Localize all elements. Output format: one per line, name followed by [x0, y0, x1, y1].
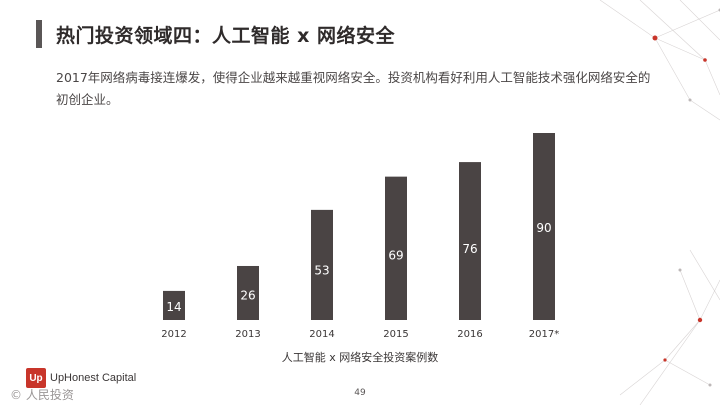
x-tick-label: 2013	[235, 329, 260, 340]
bar-value-label: 14	[166, 300, 181, 314]
bar-2017	[533, 133, 555, 320]
bar-2014	[311, 209, 333, 320]
bar-value-label: 53	[314, 263, 329, 277]
x-tick-label: 2012	[161, 329, 186, 340]
bar-2012	[163, 290, 185, 320]
logo-mark-icon: Up	[26, 368, 46, 388]
company-logo: Up UpHonest Capital	[26, 368, 136, 388]
bar-value-label: 26	[240, 289, 255, 303]
bar-value-label: 69	[388, 248, 403, 262]
bar-2013	[237, 265, 259, 320]
bar-2015	[385, 176, 407, 320]
chart-caption: 人工智能 x 网络安全投资案例数	[281, 351, 439, 364]
intro-paragraph: 2017年网络病毒接连爆发，使得企业越来越重视网络安全。投资机构看好利用人工智能…	[56, 70, 651, 107]
x-tick-label: 2017*	[529, 329, 559, 340]
x-tick-label: 2015	[383, 329, 408, 340]
page-number: 49	[354, 388, 366, 398]
x-tick-label: 2014	[309, 329, 334, 340]
logo-text: UpHonest Capital	[50, 372, 137, 384]
x-tick-label: 2016	[457, 329, 482, 340]
bar-value-label: 76	[462, 242, 477, 256]
watermark: © 人民投资	[10, 388, 74, 402]
bar-value-label: 90	[536, 221, 551, 235]
title-accent-bar	[36, 20, 42, 48]
page-title: 热门投资领域四：人工智能 x 网络安全	[56, 25, 395, 47]
bar-2016	[459, 162, 481, 320]
